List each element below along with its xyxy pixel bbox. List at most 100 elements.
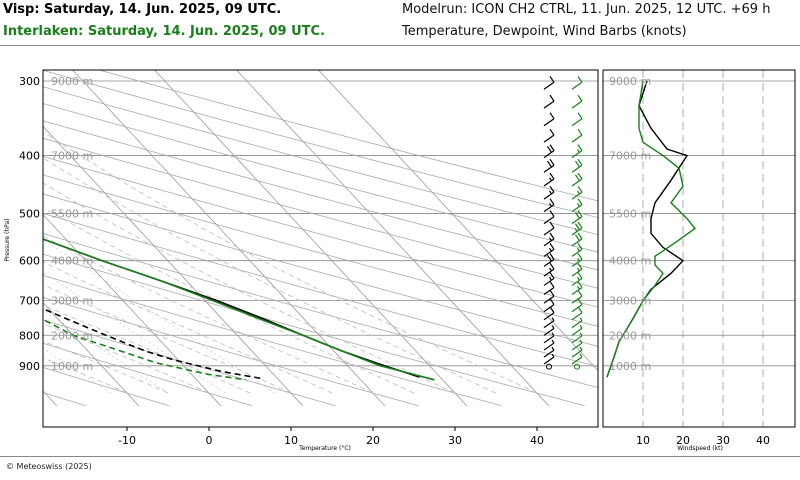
- wind-barb: [543, 75, 555, 90]
- station-2-title: Interlaken: Saturday, 14. Jun. 2025, 09 …: [3, 24, 326, 39]
- barb-half-feather: [577, 247, 580, 252]
- wind-axis-label: Windspeed (kt): [677, 445, 723, 452]
- wind-barb: [571, 172, 583, 187]
- wind-barb: [543, 317, 555, 329]
- isotherm: [43, 214, 222, 407]
- barb-staff: [571, 204, 583, 213]
- wind-barb: [571, 198, 583, 213]
- barb-half-feather: [579, 339, 583, 344]
- wind-barb: [543, 94, 555, 109]
- barb-feather: [549, 198, 555, 205]
- barb-feather: [577, 306, 583, 314]
- barb-feather: [577, 232, 583, 240]
- barb-feather: [577, 210, 583, 217]
- dry-adiabat: [43, 174, 598, 327]
- barb-feather: [549, 185, 555, 193]
- wind-barb: [571, 339, 583, 351]
- barb-staff: [571, 342, 583, 351]
- barb-half-feather: [551, 325, 555, 329]
- dry-adiabat: [43, 253, 585, 407]
- barb-half-feather: [549, 177, 552, 182]
- barb-staff: [571, 312, 583, 321]
- barb-staff: [543, 295, 555, 304]
- moist-adiabat: [43, 284, 292, 394]
- pressure-tick-label: 800: [19, 329, 40, 342]
- temperature-tick-label: 0: [206, 434, 213, 447]
- isotherm: [43, 302, 140, 407]
- barb-staff: [543, 335, 555, 344]
- dry-adiabat: [43, 296, 419, 407]
- wind-barb: [543, 253, 555, 267]
- barb-feather: [577, 272, 583, 279]
- wind-barb: [571, 158, 583, 173]
- wind-barb: [543, 172, 555, 187]
- wind-barb: [571, 281, 583, 295]
- wind-speed-frame: [602, 69, 796, 428]
- barb-feather: [549, 112, 555, 120]
- wind-altitude-label: 3000 m: [609, 295, 651, 308]
- skew-t-frame: [42, 69, 599, 428]
- skew-t-axis-ticks: 300 400 500 600 700 800 900 -10 0 10 20 30 40 9000 m 7…: [19, 75, 544, 447]
- pressure-tick-label: 600: [19, 255, 40, 268]
- barb-staff: [571, 286, 583, 295]
- wind-barb: [571, 221, 583, 236]
- wind-barb: [571, 210, 583, 225]
- barb-staff: [571, 178, 583, 187]
- barb-staff: [571, 258, 583, 267]
- wind-barb: [571, 332, 583, 344]
- barb-staff: [571, 349, 583, 358]
- dry-adiabat: [97, 70, 598, 202]
- dry-adiabat: [0, 34, 3, 406]
- barb-staff: [571, 81, 583, 90]
- wind-barb: [543, 112, 555, 127]
- wind-barb: [543, 158, 555, 173]
- barb-half-feather: [579, 332, 583, 337]
- barb-half-feather: [579, 317, 583, 322]
- barb-feather: [577, 112, 583, 120]
- barb-half-feather: [551, 346, 555, 351]
- altitude-label: 7000 m: [51, 150, 93, 163]
- barb-half-feather: [549, 190, 552, 195]
- barb-half-feather: [551, 317, 555, 322]
- dry-adiabat: [43, 155, 598, 308]
- pressure-tick-label: 400: [19, 150, 40, 163]
- barb-feather: [549, 289, 555, 297]
- barb-feather: [549, 172, 555, 180]
- barb-staff: [571, 238, 583, 247]
- barb-feather: [575, 174, 580, 182]
- footer-divider: [0, 456, 800, 457]
- barb-feather: [577, 298, 583, 305]
- pressure-tick-label: 900: [19, 360, 40, 373]
- dry-adiabat: [43, 367, 170, 407]
- wind-barb: [571, 144, 583, 159]
- wind-barb: [571, 317, 583, 329]
- barb-feather: [577, 198, 583, 205]
- moist-adiabat: [43, 235, 374, 394]
- temperature-tick-label: 20: [366, 434, 380, 447]
- barb-staff: [543, 227, 555, 236]
- barb-feather: [577, 243, 583, 250]
- barb-feather: [575, 234, 580, 242]
- dry-adiabat: [43, 319, 336, 407]
- wind-barb: [543, 210, 555, 225]
- barb-feather: [547, 160, 552, 168]
- barb-staff: [543, 178, 555, 187]
- barb-staff: [571, 150, 583, 159]
- isotherm: [43, 125, 304, 407]
- barb-staff: [543, 277, 555, 286]
- barb-staff: [543, 248, 555, 257]
- barb-staff: [543, 342, 555, 351]
- barb-half-feather: [549, 276, 552, 281]
- altitude-label: 2000 m: [51, 329, 93, 342]
- dry-adiabat: [43, 342, 253, 407]
- barb-half-feather: [577, 267, 580, 272]
- barb-feather: [575, 160, 580, 168]
- barb-half-feather: [577, 276, 580, 281]
- barb-feather: [549, 144, 555, 151]
- barb-half-feather: [579, 325, 583, 329]
- barb-feather: [577, 253, 583, 260]
- skew-t-profiles: [43, 238, 435, 381]
- wind-altitude-label: 9000 m: [609, 75, 651, 88]
- dry-adiabat: [43, 137, 598, 289]
